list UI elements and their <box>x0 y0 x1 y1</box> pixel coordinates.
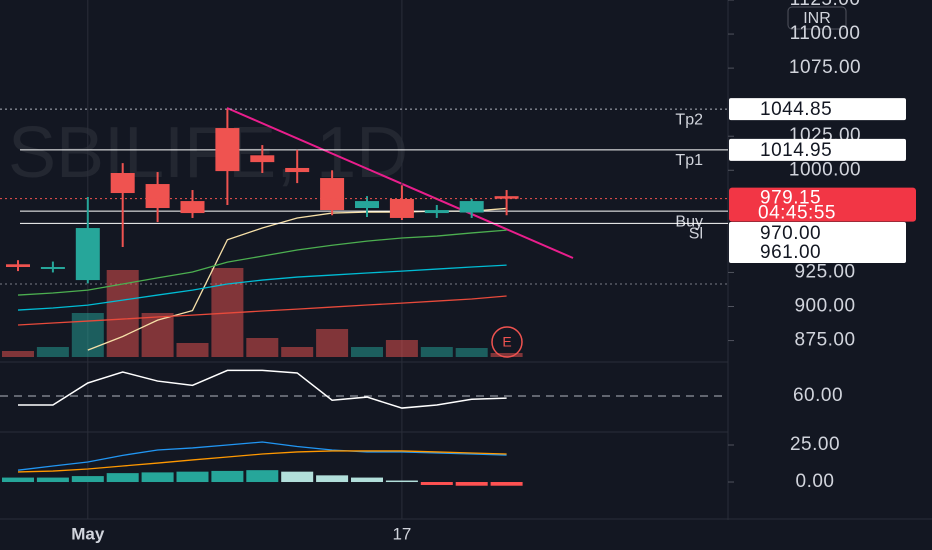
candle-body <box>320 178 345 211</box>
candle-body <box>110 173 135 194</box>
y-tick-label: 60.00 <box>793 385 843 406</box>
moving-average <box>17 295 507 326</box>
level-tag-label: 961.00 <box>760 242 821 263</box>
histogram-bar <box>351 477 383 483</box>
volume-bar <box>176 343 209 357</box>
trendline <box>226 107 574 259</box>
moving-average <box>17 264 507 311</box>
y-tick-label: 1125.00 <box>790 0 861 10</box>
candle-body <box>6 264 30 268</box>
volume-bar <box>316 329 349 357</box>
candle-body <box>389 199 414 218</box>
histogram-bar <box>106 473 139 483</box>
y-tick-label: 1000.00 <box>789 159 861 180</box>
level-tag-label: 1014.95 <box>760 140 832 161</box>
volume-bar <box>420 347 453 357</box>
level-tag <box>729 138 906 161</box>
histogram-bar <box>141 472 174 483</box>
level-name: Tp1 <box>675 152 703 169</box>
volume-bar <box>246 338 279 357</box>
histogram-bar <box>211 470 244 483</box>
currency-box <box>787 6 847 30</box>
y-tick-label: 900.00 <box>794 296 855 317</box>
earnings-circle <box>491 326 523 358</box>
histogram-bar <box>2 477 34 483</box>
currency: INR <box>803 10 831 27</box>
level-name: Tp2 <box>675 111 703 128</box>
candle-body <box>424 210 449 214</box>
y-tick-label: 1100.00 <box>790 23 861 44</box>
candle-body <box>40 267 65 270</box>
price-tag-countdown: 04:45:55 <box>758 203 836 224</box>
level-tag-label: 1044.85 <box>760 99 832 120</box>
histogram-bar <box>455 482 488 486</box>
histogram-bar <box>316 475 349 483</box>
macd-line <box>17 441 507 471</box>
volume-bar <box>36 347 69 357</box>
y-tick-label: 1075.00 <box>789 57 861 78</box>
level-tag-label: 970.00 <box>760 223 821 244</box>
rsi-line <box>18 369 507 409</box>
histogram-bar <box>176 471 209 483</box>
y-tick-label: 925.00 <box>794 261 855 282</box>
volume-bar <box>455 348 488 357</box>
volume-bar <box>71 313 104 357</box>
histogram-bar <box>420 482 453 485</box>
x-tick-label: 17 <box>392 524 411 543</box>
histogram-bar <box>281 471 314 483</box>
candle-body <box>145 184 170 209</box>
earnings-label: E <box>502 334 511 350</box>
volume-bar <box>106 270 139 357</box>
histogram-bar <box>36 477 69 483</box>
histogram-bar <box>246 470 279 483</box>
candle-body <box>215 128 240 172</box>
level-name: Sl <box>689 226 703 243</box>
x-tick-label: May <box>71 524 105 543</box>
level-name: Buy <box>675 213 703 230</box>
volume-bar <box>351 347 383 357</box>
price-tag-value: 979.15 <box>760 188 821 209</box>
volume-bar <box>281 347 314 357</box>
signal-line <box>17 450 507 473</box>
watermark: SBILIFE, 1D <box>8 113 408 193</box>
volume-bar <box>490 353 523 357</box>
volume-bar <box>385 340 418 357</box>
candle-body <box>494 196 519 199</box>
price-tag <box>729 187 916 222</box>
candle-body <box>180 201 205 214</box>
level-tag <box>729 222 906 244</box>
volume-bar <box>2 351 34 357</box>
candle-body <box>459 201 484 213</box>
histogram-bar <box>71 476 104 483</box>
moving-average <box>17 229 507 296</box>
y-tick-label: 875.00 <box>794 330 855 351</box>
candle-body <box>285 167 310 173</box>
level-tag <box>729 241 906 263</box>
candle-body <box>250 155 275 163</box>
candle-body <box>75 228 100 281</box>
candle-body <box>355 201 379 209</box>
y-tick-label: 0.00 <box>796 471 835 492</box>
histogram-bar <box>490 482 523 486</box>
y-tick-label: 25.00 <box>790 434 840 455</box>
histogram-bar <box>385 480 418 483</box>
level-tag <box>729 98 906 121</box>
